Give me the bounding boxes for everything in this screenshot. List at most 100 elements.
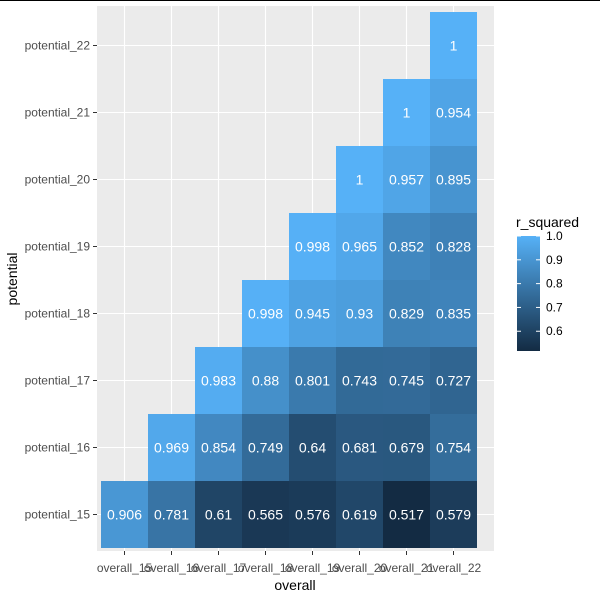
heatmap-cell xyxy=(383,347,430,414)
legend-tick-label: 0.6 xyxy=(546,324,563,338)
y-tick-label: potential_17 xyxy=(25,374,91,388)
heatmap-cell xyxy=(383,146,430,213)
x-tick-label: overall_17 xyxy=(191,561,247,575)
cell-value-label: 0.727 xyxy=(436,373,471,389)
cell-value-label: 0.965 xyxy=(342,239,377,255)
cell-value-label: 1 xyxy=(403,105,411,121)
y-axis-ticks: potential_15 potential_16 potential_17 pote… xyxy=(25,39,97,522)
color-legend: r_squared 1.0 0.9 0.8 0.7 0.6 xyxy=(516,214,579,351)
heatmap-cell xyxy=(430,12,477,79)
cell-value-label: 0.945 xyxy=(295,306,330,322)
heatmap-cell xyxy=(430,481,477,548)
heatmap-cell xyxy=(430,347,477,414)
heatmap-cell xyxy=(242,414,289,481)
y-tick-label: potential_21 xyxy=(25,106,91,120)
heatmap-cell xyxy=(289,414,336,481)
heatmap-cell xyxy=(383,79,430,146)
cell-value-label: 0.749 xyxy=(248,440,283,456)
heatmap-cell xyxy=(336,347,383,414)
cell-value-label: 0.998 xyxy=(248,306,283,322)
heatmap-cell xyxy=(289,213,336,280)
cell-value-label: 0.679 xyxy=(389,440,424,456)
x-tick-label: overall_16 xyxy=(144,561,200,575)
heatmap-cell xyxy=(195,347,242,414)
x-tick-label: overall_20 xyxy=(332,561,388,575)
x-axis-title: overall xyxy=(274,577,315,593)
heatmap-cell xyxy=(336,280,383,347)
legend-tick-label: 1.0 xyxy=(546,229,563,243)
heatmap-cell xyxy=(430,79,477,146)
cell-value-label: 0.829 xyxy=(389,306,424,322)
x-tick-label: overall_21 xyxy=(379,561,435,575)
y-tick-label: potential_22 xyxy=(25,39,91,53)
legend-ticks: 1.0 0.9 0.8 0.7 0.6 xyxy=(517,229,563,338)
cell-value-label: 0.93 xyxy=(346,306,373,322)
cell-value-label: 1 xyxy=(450,38,458,54)
cell-value-label: 0.854 xyxy=(201,440,236,456)
heatmap-cell xyxy=(289,347,336,414)
heatmap-cell xyxy=(383,481,430,548)
cell-value-label: 0.743 xyxy=(342,373,377,389)
x-tick-label: overall_15 xyxy=(97,561,153,575)
cell-value-label: 0.745 xyxy=(389,373,424,389)
heatmap-cell xyxy=(336,414,383,481)
heatmap-cell xyxy=(430,414,477,481)
heatmap-cell xyxy=(336,481,383,548)
cell-value-label: 0.579 xyxy=(436,507,471,523)
cell-value-label: 0.64 xyxy=(299,440,326,456)
cell-value-label: 0.895 xyxy=(436,172,471,188)
x-tick-label: overall_18 xyxy=(238,561,294,575)
legend-title: r_squared xyxy=(516,214,579,230)
cell-value-label: 0.576 xyxy=(295,507,330,523)
y-tick-label: potential_18 xyxy=(25,307,91,321)
cell-value-label: 0.619 xyxy=(342,507,377,523)
cell-value-label: 0.565 xyxy=(248,507,283,523)
cell-value-label: 0.801 xyxy=(295,373,330,389)
heatmap-cell xyxy=(430,146,477,213)
heatmap-cell xyxy=(383,213,430,280)
x-tick-label: overall_19 xyxy=(285,561,341,575)
heatmap-cell xyxy=(430,280,477,347)
y-tick-label: potential_19 xyxy=(25,240,91,254)
cell-value-label: 0.754 xyxy=(436,440,471,456)
heatmap-cell xyxy=(336,146,383,213)
cell-value-label: 0.88 xyxy=(252,373,279,389)
legend-tick-label: 0.7 xyxy=(546,300,563,314)
y-tick-label: potential_15 xyxy=(25,508,91,522)
heatmap-cell xyxy=(101,481,148,548)
cell-value-label: 0.983 xyxy=(201,373,236,389)
cell-value-label: 0.998 xyxy=(295,239,330,255)
heatmap-cell xyxy=(383,414,430,481)
x-tick-label: overall_22 xyxy=(426,561,482,575)
top-border-line xyxy=(0,0,600,1)
cell-value-label: 0.969 xyxy=(154,440,189,456)
legend-tick-label: 0.8 xyxy=(546,277,563,291)
cell-value-label: 0.852 xyxy=(389,239,424,255)
cell-value-label: 0.954 xyxy=(436,105,471,121)
cell-value-label: 0.957 xyxy=(389,172,424,188)
heatmap-cell xyxy=(242,347,289,414)
heatmap-cells xyxy=(101,12,477,548)
cell-value-label: 0.835 xyxy=(436,306,471,322)
y-tick-label: potential_16 xyxy=(25,441,91,455)
cell-value-label: 1 xyxy=(356,172,364,188)
heatmap-cell xyxy=(195,481,242,548)
cell-value-label: 0.781 xyxy=(154,507,189,523)
heatmap-cell xyxy=(430,213,477,280)
cell-value-label: 0.681 xyxy=(342,440,377,456)
x-axis-ticks: overall_15overall_16overall_17overall_18… xyxy=(97,551,482,575)
heatmap-cell xyxy=(289,481,336,548)
heatmap-cell xyxy=(289,280,336,347)
heatmap-cell xyxy=(242,481,289,548)
heatmap-cell xyxy=(148,481,195,548)
heatmap-cell xyxy=(242,280,289,347)
y-tick-label: potential_20 xyxy=(25,173,91,187)
heatmap-cell xyxy=(148,414,195,481)
heatmap-cell xyxy=(383,280,430,347)
heatmap-cell xyxy=(336,213,383,280)
cell-value-label: 0.828 xyxy=(436,239,471,255)
y-axis-title: potential xyxy=(4,253,20,306)
cell-value-label: 0.517 xyxy=(389,507,424,523)
heatmap-cell xyxy=(195,414,242,481)
legend-tick-label: 0.9 xyxy=(546,253,563,267)
